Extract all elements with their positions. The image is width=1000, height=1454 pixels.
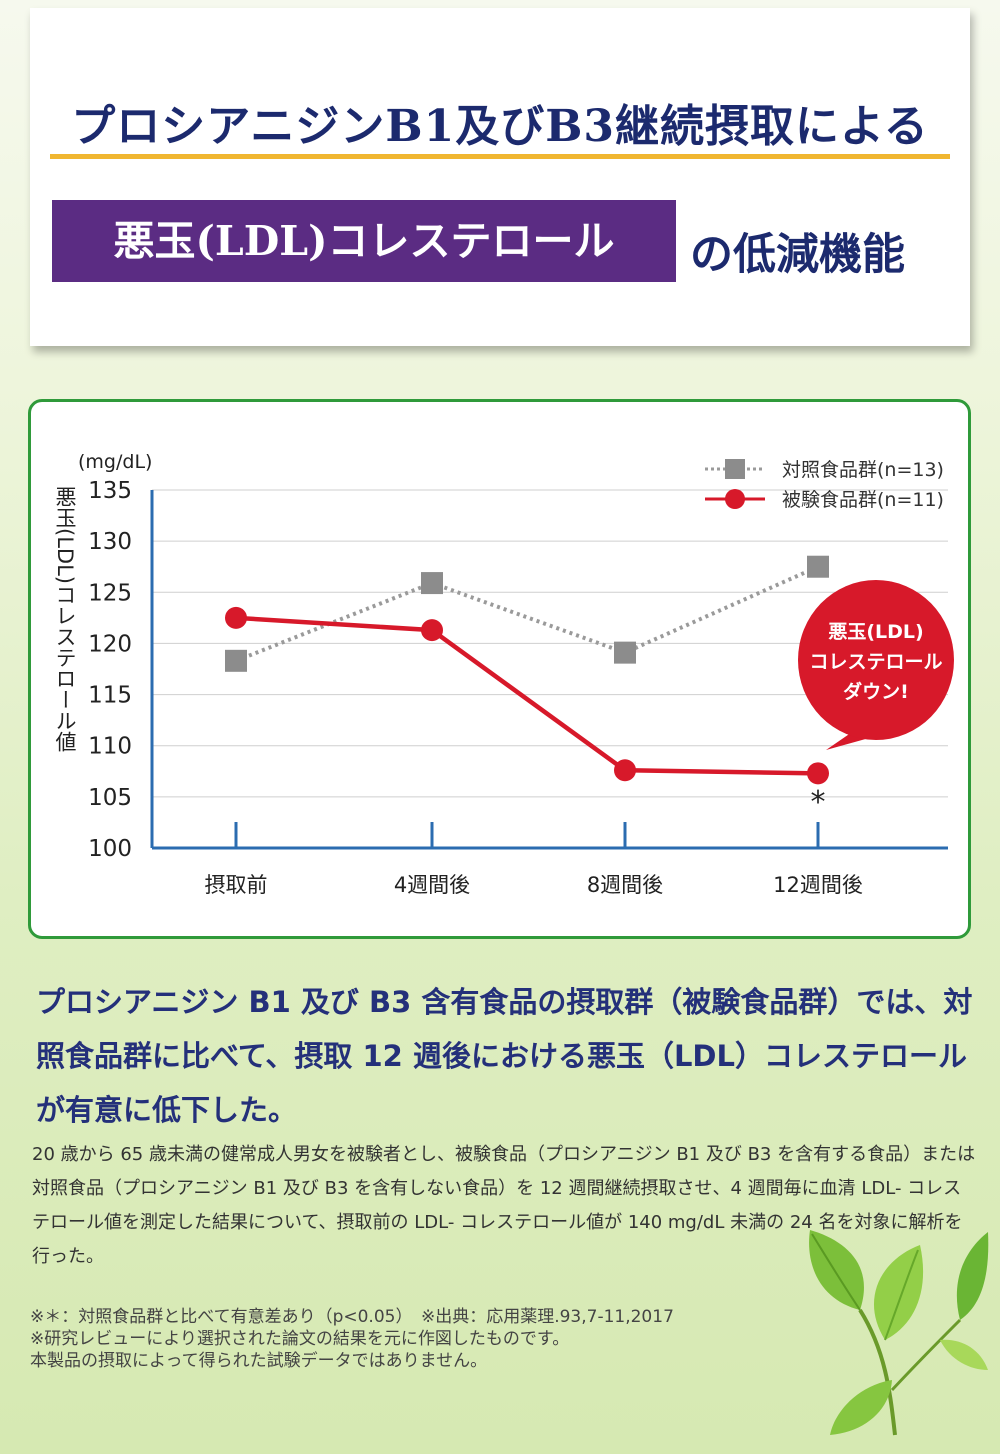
test-point — [421, 619, 443, 642]
y-tick-label: 110 — [88, 734, 132, 760]
unit-label: (mg/dL) — [78, 451, 152, 473]
y-tick-label: 135 — [88, 478, 132, 504]
ldl-line-chart: 100 105 110 115 120 125 130 135 (mg/dL) 摂取前 4週間後 8週… — [78, 451, 954, 897]
description-main: プロシアニジン B1 及び B3 含有食品の摂取群（被験食品群）では、対照食品群… — [36, 985, 973, 1127]
test-series-line — [235, 615, 819, 776]
y-axis-label: 悪玉(LDL)コレステロール値 — [53, 486, 77, 752]
y-tick-label: 130 — [88, 529, 132, 555]
significance-mark: * — [811, 785, 826, 820]
y-tick-label: 105 — [88, 785, 132, 811]
legend-control-label: 対照食品群(n=13) — [782, 459, 944, 481]
title-card: プロシアニジンB1及びB3継続摂取による 悪玉(LDL)コレステロール の低減機… — [30, 8, 970, 346]
callout-text: コレステロール — [809, 651, 942, 673]
control-point — [225, 649, 247, 672]
title-line1: プロシアニジンB1及びB3継続摂取による — [71, 101, 929, 152]
y-tick-label: 115 — [88, 683, 132, 709]
title-underline — [50, 154, 950, 159]
footnote-significance-source: ※＊：対照食品群と比べて有意差あり（p<0.05） ※出典：応用薬理.93,7-… — [30, 1307, 674, 1327]
test-point — [807, 762, 829, 785]
y-tick-label: 125 — [88, 580, 132, 606]
control-point — [614, 641, 636, 664]
x-tick-label: 4週間後 — [394, 873, 470, 897]
footnote-disclaimer: 本製品の摂取によって得られた試験データではありません。 — [30, 1351, 488, 1371]
callout-text: ダウン! — [843, 680, 909, 703]
control-point — [421, 572, 443, 595]
legend-test-marker — [725, 489, 745, 509]
title-suffix: の低減機能 — [690, 230, 905, 280]
callout-text: 悪玉(LDL) — [828, 621, 923, 643]
title-badge: 悪玉(LDL)コレステロール — [52, 200, 676, 282]
test-point — [614, 759, 636, 782]
legend-control-marker — [725, 459, 745, 479]
x-tick-label: 摂取前 — [205, 873, 268, 897]
footnote-review: ※研究レビューにより選択された論文の結果を元に作図したものです。 — [30, 1329, 570, 1349]
description-detail: 20 歳から 65 歳未満の健常成人男女を被験者とし、被験食品（プロシアニジン … — [32, 1144, 976, 1267]
x-tick-label: 12週間後 — [773, 873, 863, 897]
test-point — [225, 606, 247, 629]
y-tick-label: 100 — [88, 836, 132, 862]
x-tick-label: 8週間後 — [587, 873, 663, 897]
footnotes: ※＊：対照食品群と比べて有意差あり（p<0.05） ※出典：応用薬理.93,7-… — [30, 1306, 830, 1372]
control-point — [807, 555, 829, 578]
y-tick-label: 120 — [88, 631, 132, 657]
control-series-line — [235, 564, 819, 663]
legend-test-label: 被験食品群(n=11) — [782, 489, 944, 511]
tea-leaf-icon — [809, 1230, 989, 1436]
callout-bubble — [798, 580, 954, 740]
